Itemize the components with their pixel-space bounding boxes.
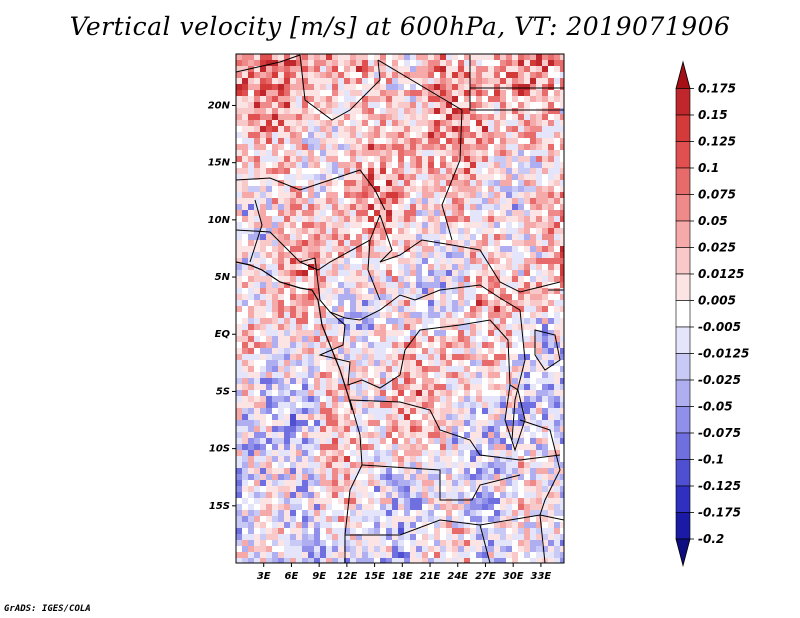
lon-tick-label: 15E [364, 571, 385, 582]
lon-tick-label: 33E [531, 571, 552, 582]
border-line [399, 319, 511, 386]
lon-tick-label: 18E [392, 571, 413, 582]
colorbar-swatch [675, 220, 691, 248]
border-line [236, 229, 316, 263]
colorbar-swatch [675, 141, 691, 169]
lon-tick-label: 9E [312, 571, 326, 582]
border-line [344, 399, 363, 563]
colorbar-swatch [675, 432, 691, 460]
colorbar-label: 0.125 [698, 135, 736, 149]
colorbar-swatch [675, 326, 691, 354]
border-line [511, 309, 526, 441]
border-line [367, 239, 381, 301]
colorbar-label: -0.005 [698, 320, 741, 334]
border-line [318, 311, 401, 389]
border-line [361, 464, 521, 501]
border-line [299, 54, 381, 121]
velocity-field [236, 54, 564, 563]
colorbar-swatch [675, 114, 691, 142]
colorbar-label: -0.025 [698, 373, 741, 387]
border-line [299, 214, 381, 271]
lat-tick-label: 10S [209, 444, 230, 455]
map-frame [235, 53, 565, 564]
colorbar-label: -0.05 [698, 400, 733, 414]
lat-tick-label: 15N [208, 158, 231, 169]
border-line [469, 55, 564, 111]
colorbar-swatch [675, 406, 691, 434]
lon-tick-label: 12E [336, 571, 357, 582]
colorbar-label: 0.05 [698, 214, 728, 228]
colorbar-swatch [675, 512, 691, 540]
grads-credit: GrADS: IGES/COLA [4, 604, 91, 614]
border-line [236, 54, 301, 73]
colorbar-label: -0.2 [698, 532, 724, 546]
colorbar-swatch [675, 459, 691, 487]
colorbar-swatch [675, 247, 691, 275]
latitude-axis: 20N 15N 10N 5N EQ 5S 10S 15S [208, 100, 236, 512]
lon-tick-label: 24E [447, 571, 468, 582]
colorbar-label: -0.0125 [698, 347, 749, 361]
coastline [236, 261, 353, 411]
lat-tick-label: 5N [215, 272, 231, 283]
colorbar-label: -0.075 [698, 426, 741, 440]
lon-tick-label: 30E [503, 571, 524, 582]
lat-tick-label: EQ [215, 329, 231, 340]
colorbar-top-arrow [675, 60, 691, 89]
border-line [504, 384, 526, 452]
colorbar-label: 0.025 [698, 241, 736, 255]
border-line [379, 214, 561, 293]
coast-line [236, 261, 353, 411]
border-line [479, 524, 491, 563]
country-borders [236, 54, 564, 563]
lon-tick-label: 27E [475, 571, 496, 582]
colorbar-label: -0.125 [698, 479, 741, 493]
colorbar-label: 0.15 [698, 108, 728, 122]
colorbar-label: 0.1 [698, 161, 719, 175]
colorbar-bottom-arrow [675, 538, 691, 568]
colorbar-swatch [675, 300, 691, 328]
longitude-axis: 3E 6E 9E 12E 15E 18E 21E 24E 27E 30E 33E [257, 563, 552, 582]
lat-tick-label: 20N [208, 100, 231, 111]
border-line [349, 399, 561, 461]
colorbar-swatch [675, 194, 691, 222]
lon-tick-label: 21E [420, 571, 441, 582]
colorbar-swatch [675, 485, 691, 513]
lon-tick-label: 6E [285, 571, 299, 582]
colorbar-swatch [675, 353, 691, 381]
border-line [539, 514, 546, 563]
colorbar-label: -0.1 [698, 453, 724, 467]
colorbar-label: 0.075 [698, 188, 736, 202]
border-line [249, 199, 263, 263]
lat-tick-label: 15S [209, 501, 230, 512]
colorbar-swatch [675, 88, 691, 116]
border-line [344, 284, 521, 321]
border-line [314, 257, 346, 319]
border-line [377, 59, 463, 241]
lat-tick-label: 10N [208, 215, 231, 226]
lat-tick-label: 5S [216, 386, 230, 397]
colorbar-swatch [675, 379, 691, 407]
lon-tick-label: 3E [257, 571, 271, 582]
colorbar-label: -0.175 [698, 506, 741, 520]
colorbar-swatch [675, 273, 691, 301]
border-line [519, 419, 561, 516]
map-title: Vertical velocity [m/s] at 600hPa, VT: 2… [69, 12, 731, 41]
colorbar-label: 0.005 [698, 294, 736, 308]
colorbar-label: 0.175 [698, 82, 736, 96]
border-line [534, 329, 561, 371]
border-line [236, 169, 386, 211]
colorbar: 0.175 0.15 0.125 0.1 0.075 0.05 0.025 0.0125 0.0… [675, 60, 749, 568]
colorbar-label: 0.0125 [698, 267, 744, 281]
colorbar-swatch [675, 167, 691, 195]
